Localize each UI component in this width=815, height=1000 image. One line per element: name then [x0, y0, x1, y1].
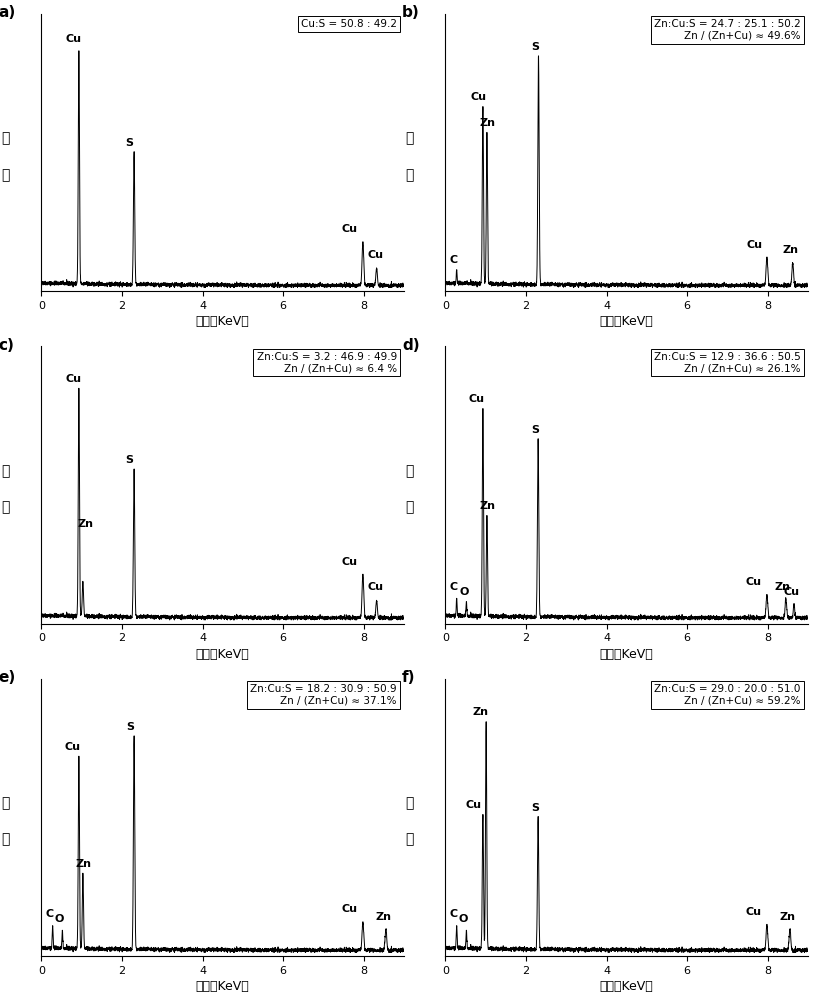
Text: C: C [449, 909, 457, 919]
Text: e): e) [0, 670, 15, 685]
X-axis label: 能量（KeV）: 能量（KeV） [196, 980, 249, 993]
Text: S: S [126, 722, 134, 732]
Text: 强: 强 [1, 464, 9, 478]
X-axis label: 能量（KeV）: 能量（KeV） [196, 315, 249, 328]
Text: Cu: Cu [66, 374, 82, 384]
Text: Cu: Cu [64, 742, 80, 752]
Text: S: S [126, 138, 133, 148]
Text: Cu: Cu [341, 224, 358, 234]
Text: Cu: Cu [784, 587, 800, 597]
Text: Cu: Cu [367, 250, 383, 260]
Text: Zn: Zn [77, 519, 94, 529]
Text: 度: 度 [405, 500, 413, 514]
Text: 强: 强 [405, 132, 413, 146]
Text: c): c) [0, 338, 14, 353]
Text: Cu: Cu [746, 907, 762, 917]
Text: 强: 强 [1, 796, 9, 810]
Text: Zn: Zn [375, 912, 391, 922]
X-axis label: 能量（KeV）: 能量（KeV） [600, 980, 654, 993]
X-axis label: 能量（KeV）: 能量（KeV） [600, 648, 654, 661]
Text: Zn:Cu:S = 12.9 : 36.6 : 50.5
Zn / (Zn+Cu) ≈ 26.1%: Zn:Cu:S = 12.9 : 36.6 : 50.5 Zn / (Zn+Cu… [654, 352, 801, 373]
X-axis label: 能量（KeV）: 能量（KeV） [600, 315, 654, 328]
Text: S: S [531, 42, 539, 52]
Text: C: C [46, 909, 54, 919]
Text: b): b) [402, 5, 420, 20]
Text: Cu: Cu [66, 34, 82, 44]
Text: S: S [531, 803, 539, 813]
Text: 强: 强 [405, 796, 413, 810]
Text: f): f) [402, 670, 416, 685]
Text: Zn: Zn [480, 118, 496, 128]
Text: Cu: Cu [470, 92, 487, 102]
Text: O: O [460, 587, 469, 597]
Text: Zn: Zn [782, 245, 799, 255]
Text: O: O [55, 914, 64, 924]
Text: Cu: Cu [746, 577, 762, 587]
Text: Zn:Cu:S = 24.7 : 25.1 : 50.2
Zn / (Zn+Cu) ≈ 49.6%: Zn:Cu:S = 24.7 : 25.1 : 50.2 Zn / (Zn+Cu… [654, 19, 801, 41]
X-axis label: 能量（KeV）: 能量（KeV） [196, 648, 249, 661]
Text: 度: 度 [405, 168, 413, 182]
Text: Cu: Cu [341, 904, 358, 914]
Text: 度: 度 [1, 833, 9, 847]
Text: Zn:Cu:S = 18.2 : 30.9 : 50.9
Zn / (Zn+Cu) ≈ 37.1%: Zn:Cu:S = 18.2 : 30.9 : 50.9 Zn / (Zn+Cu… [250, 684, 397, 706]
Text: Zn: Zn [473, 707, 489, 717]
Text: 强: 强 [405, 464, 413, 478]
Text: S: S [531, 425, 539, 435]
Text: C: C [449, 255, 457, 265]
Text: S: S [126, 455, 133, 465]
Text: 度: 度 [1, 500, 9, 514]
Text: O: O [459, 914, 468, 924]
Text: 度: 度 [405, 833, 413, 847]
Text: Cu: Cu [367, 582, 383, 592]
Text: C: C [449, 582, 457, 592]
Text: Zn: Zn [779, 912, 795, 922]
Text: Cu: Cu [468, 394, 484, 404]
Text: d): d) [402, 338, 420, 353]
Text: Zn:Cu:S = 29.0 : 20.0 : 51.0
Zn / (Zn+Cu) ≈ 59.2%: Zn:Cu:S = 29.0 : 20.0 : 51.0 Zn / (Zn+Cu… [654, 684, 801, 706]
Text: Zn: Zn [76, 859, 92, 869]
Text: 强: 强 [1, 132, 9, 146]
Text: a): a) [0, 5, 15, 20]
Text: Cu: Cu [747, 240, 763, 250]
Text: Cu: Cu [341, 557, 358, 567]
Text: Cu: Cu [465, 800, 482, 810]
Text: Zn: Zn [774, 582, 791, 592]
Text: Zn:Cu:S = 3.2 : 46.9 : 49.9
Zn / (Zn+Cu) ≈ 6.4 %: Zn:Cu:S = 3.2 : 46.9 : 49.9 Zn / (Zn+Cu)… [257, 352, 397, 373]
Text: Zn: Zn [480, 501, 496, 511]
Text: Cu:S = 50.8 : 49.2: Cu:S = 50.8 : 49.2 [301, 19, 397, 29]
Text: 度: 度 [1, 168, 9, 182]
